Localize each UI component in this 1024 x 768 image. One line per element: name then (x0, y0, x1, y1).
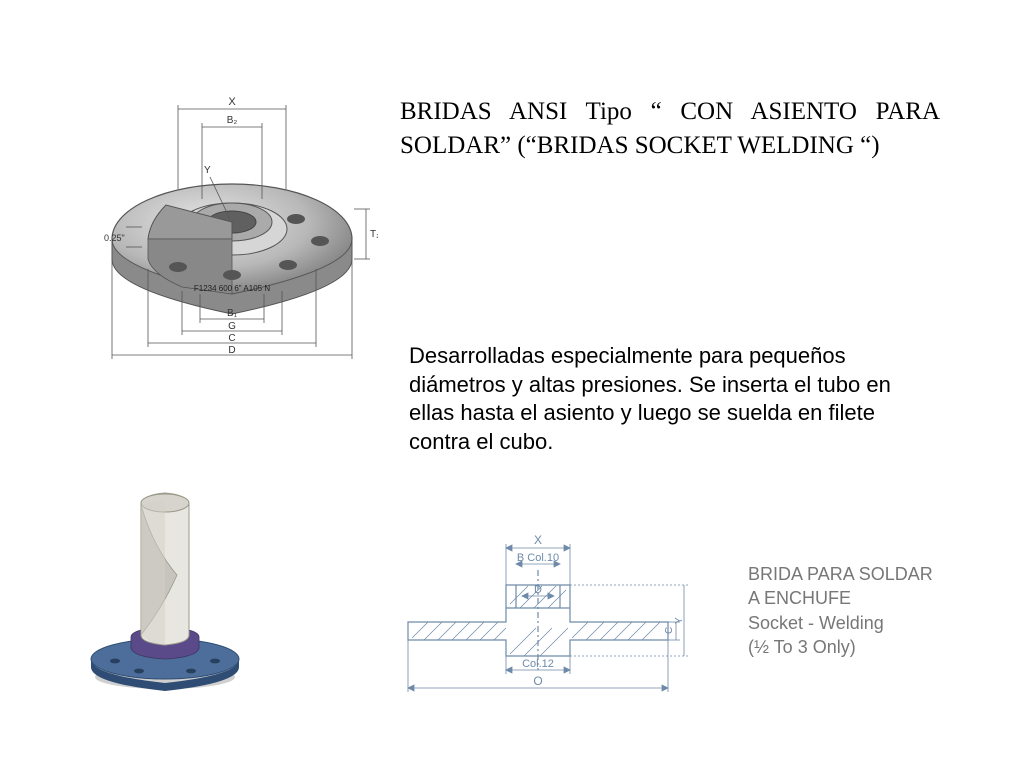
flange-iso-svg: F1234 600 6" A105 N X B₂ Y T (82, 69, 378, 362)
note-line-2: A ENCHUFE (748, 586, 998, 610)
svg-text:0.25": 0.25" (104, 233, 125, 243)
svg-text:C: C (228, 333, 235, 344)
svg-text:X: X (228, 96, 236, 108)
note-line-4: (½ To 3 Only) (748, 635, 998, 659)
svg-text:O: O (533, 674, 542, 688)
note-line-1: BRIDA PARA SOLDAR (748, 562, 998, 586)
svg-text:B₂: B₂ (227, 115, 238, 126)
svg-text:D: D (534, 584, 542, 596)
page-title: BRIDAS ANSI Tipo “ CON ASIENTO PARA SOLD… (400, 95, 940, 163)
flange-marking: F1234 600 6" A105 N (194, 284, 270, 293)
figure-flange-iso: F1234 600 6" A105 N X B₂ Y T (82, 69, 378, 362)
svg-text:C: C (664, 627, 675, 634)
svg-text:B Col.10: B Col.10 (517, 552, 559, 564)
socket-weld-3d-svg (75, 487, 255, 697)
svg-text:Col.12: Col.12 (522, 658, 554, 670)
svg-text:B₁: B₁ (227, 308, 238, 319)
side-note: BRIDA PARA SOLDAR A ENCHUFE Socket - Wel… (748, 562, 998, 659)
cross-section-svg: X B Col.10 D Col.12 O C Y (388, 530, 688, 700)
figure-cross-section: X B Col.10 D Col.12 O C Y (388, 530, 688, 700)
body-paragraph: Desarrolladas especialmente para pequeño… (409, 342, 899, 456)
svg-text:G: G (228, 321, 236, 332)
svg-text:T₂: T₂ (370, 229, 378, 240)
figure-socket-weld-3d (75, 487, 255, 697)
svg-text:X: X (534, 533, 542, 547)
svg-text:D: D (228, 345, 235, 356)
note-line-3: Socket - Welding (748, 611, 998, 635)
svg-text:Y: Y (204, 165, 211, 176)
svg-text:Y: Y (674, 617, 685, 624)
